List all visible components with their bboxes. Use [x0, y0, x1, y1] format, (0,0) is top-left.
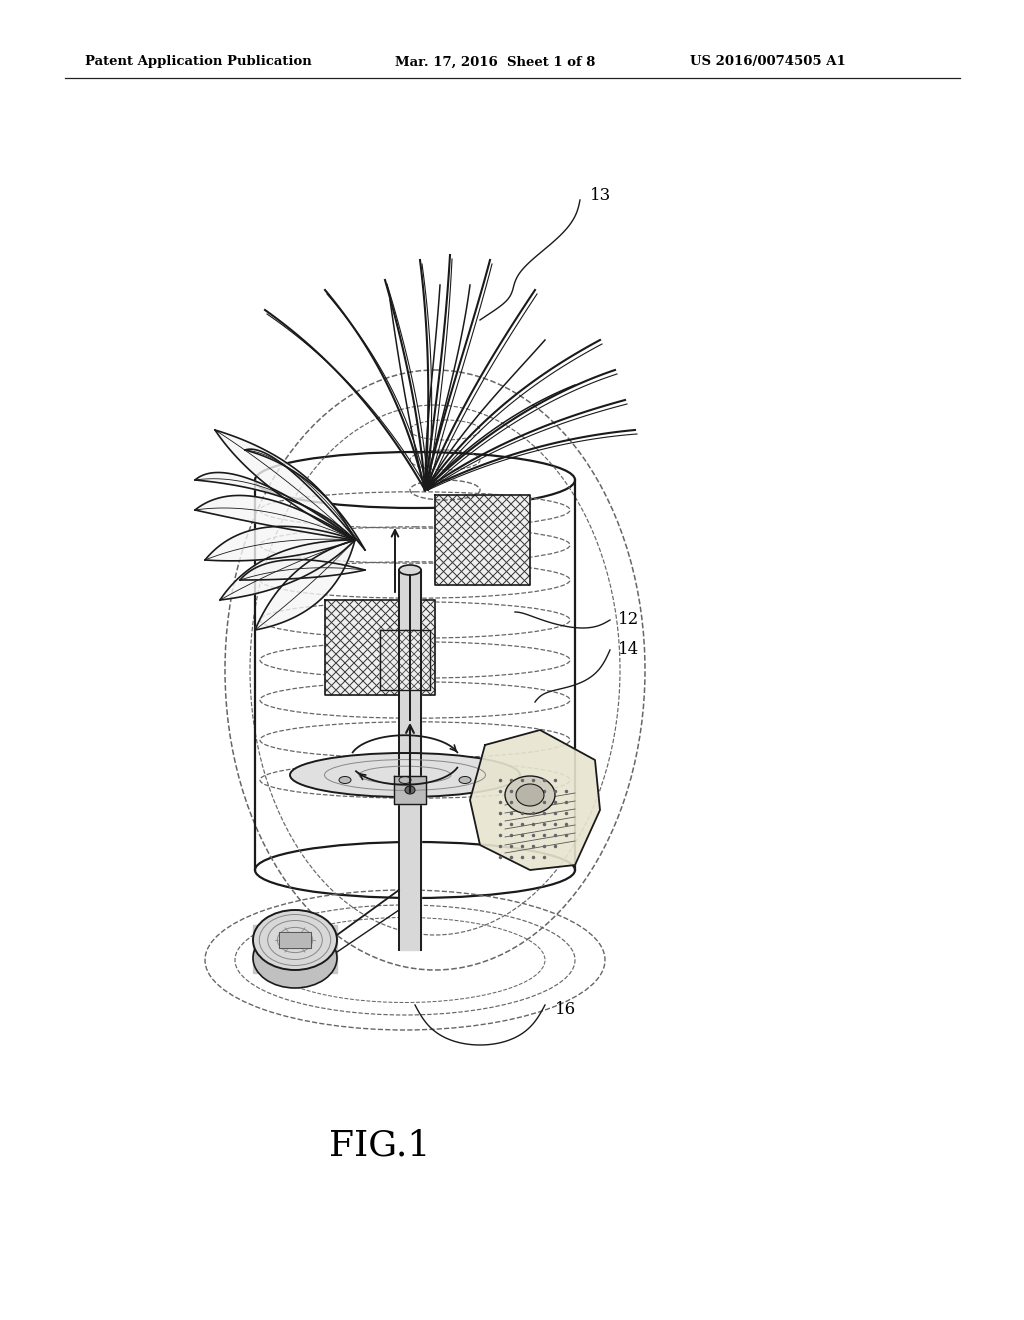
Ellipse shape	[516, 784, 544, 807]
Text: 13: 13	[590, 186, 611, 203]
Text: FIG.1: FIG.1	[330, 1129, 431, 1162]
Ellipse shape	[339, 776, 351, 784]
Polygon shape	[470, 730, 600, 870]
Ellipse shape	[253, 928, 337, 987]
Text: 12: 12	[618, 611, 639, 628]
Polygon shape	[253, 925, 337, 973]
Polygon shape	[205, 527, 355, 561]
Text: Patent Application Publication: Patent Application Publication	[85, 55, 311, 69]
Polygon shape	[380, 630, 430, 690]
Ellipse shape	[406, 785, 415, 795]
Polygon shape	[279, 932, 311, 948]
Polygon shape	[195, 473, 355, 540]
Polygon shape	[394, 776, 426, 804]
Ellipse shape	[399, 776, 411, 784]
Ellipse shape	[459, 776, 471, 784]
Text: US 2016/0074505 A1: US 2016/0074505 A1	[690, 55, 846, 69]
Polygon shape	[240, 560, 365, 579]
Polygon shape	[245, 449, 365, 550]
Ellipse shape	[290, 752, 520, 797]
Polygon shape	[195, 495, 355, 540]
Polygon shape	[255, 540, 355, 630]
Text: Mar. 17, 2016  Sheet 1 of 8: Mar. 17, 2016 Sheet 1 of 8	[395, 55, 595, 69]
Ellipse shape	[505, 776, 555, 814]
Polygon shape	[220, 540, 355, 601]
Ellipse shape	[399, 565, 421, 576]
Text: 16: 16	[555, 1002, 577, 1019]
Ellipse shape	[253, 909, 337, 970]
Polygon shape	[325, 601, 435, 696]
Polygon shape	[435, 495, 530, 585]
Text: 14: 14	[618, 642, 639, 659]
Polygon shape	[399, 570, 421, 950]
Polygon shape	[215, 430, 355, 540]
